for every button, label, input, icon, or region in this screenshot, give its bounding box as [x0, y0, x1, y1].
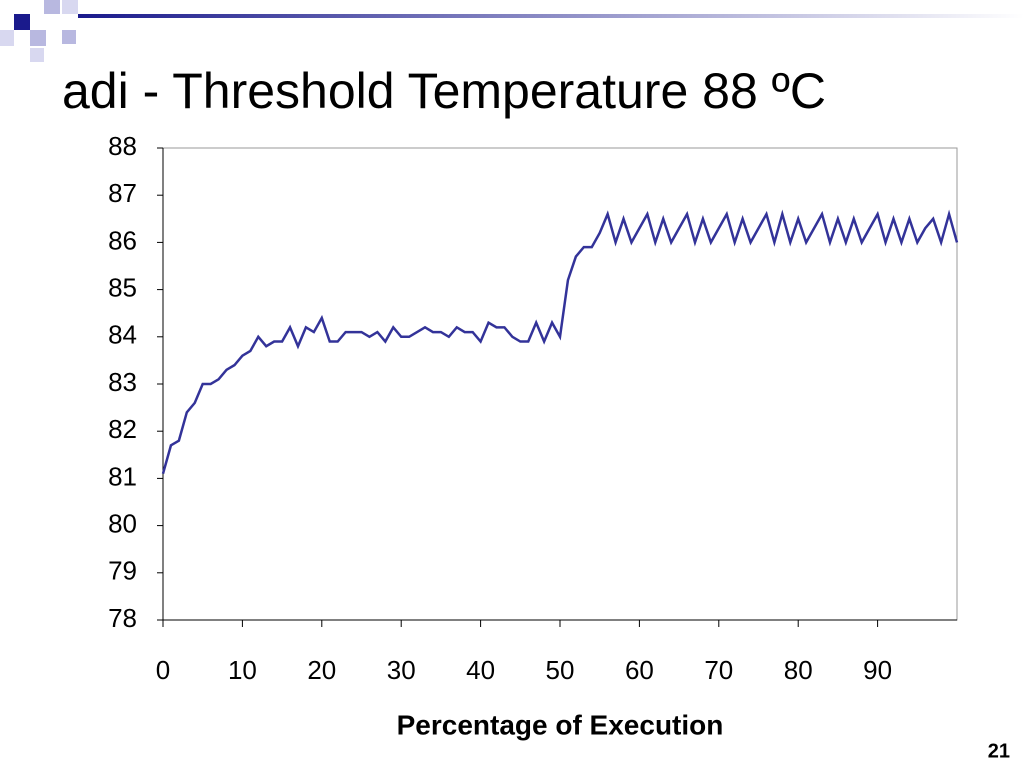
y-tick-label: 81 [108, 461, 137, 491]
x-tick-label: 20 [307, 655, 336, 685]
x-tick-label: 90 [863, 655, 892, 685]
x-tick-label: 60 [625, 655, 654, 685]
x-tick-label: 30 [387, 655, 416, 685]
x-tick-label: 70 [704, 655, 733, 685]
x-tick-label: 10 [228, 655, 257, 685]
y-tick-label: 78 [108, 603, 137, 633]
y-tick-label: 84 [108, 320, 137, 350]
y-tick-label: 85 [108, 272, 137, 302]
y-tick-label: 83 [108, 367, 137, 397]
data-line [161, 209, 959, 475]
x-tick-label: 80 [784, 655, 813, 685]
y-tick-label: 86 [108, 225, 137, 255]
y-tick-label: 82 [108, 414, 137, 444]
page-number: 21 [988, 740, 1010, 762]
x-tick-label: 50 [546, 655, 575, 685]
slide-title: adi - Threshold Temperature 88 ºC [62, 63, 826, 119]
x-tick-label: 0 [156, 655, 170, 685]
x-axis-label: Percentage of Execution [397, 709, 724, 740]
y-tick-label: 80 [108, 508, 137, 538]
x-tick-label: 40 [466, 655, 495, 685]
y-tick-label: 87 [108, 178, 137, 208]
y-tick-label: 88 [108, 131, 137, 161]
decoration [0, 0, 1024, 62]
y-tick-label: 79 [108, 556, 137, 586]
